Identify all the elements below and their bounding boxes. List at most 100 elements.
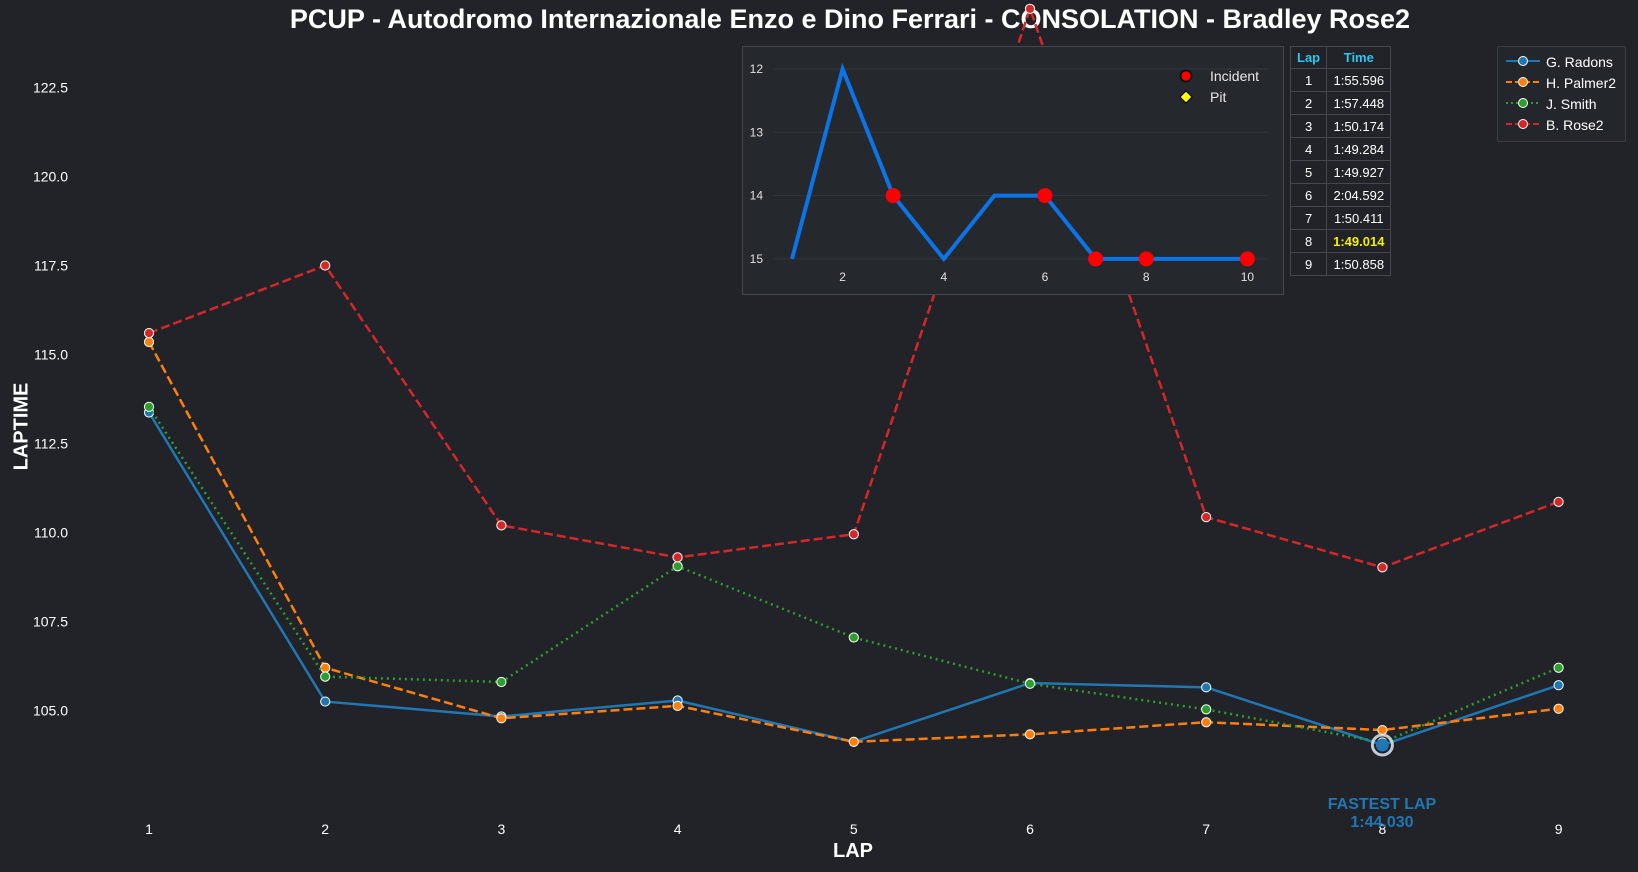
- series-legend: G. Radons H. Palmer2 J. Smith B. Rose2: [1497, 46, 1626, 142]
- legend-label-smith: J. Smith: [1546, 96, 1597, 112]
- incident-marker: [885, 188, 901, 204]
- data-point-rose: [1201, 512, 1212, 523]
- position-inset: 12 13 14 15 2 4 6 8 10: [742, 46, 1284, 295]
- inset-y-tick-label: 14: [750, 189, 764, 203]
- legend-item-palmer: H. Palmer2: [1498, 73, 1625, 93]
- legend-marker-smith: [1506, 98, 1540, 108]
- table-row: 6 2:04.592: [1289, 183, 1392, 207]
- inset-x-tick-label: 4: [940, 270, 947, 284]
- y-tick-label: 112.5: [34, 435, 68, 451]
- data-point-rose: [848, 529, 859, 540]
- y-tick-label: 117.5: [34, 257, 68, 273]
- lap-time-cell: 1:49.284: [1326, 137, 1392, 161]
- x-tick-label: 7: [1202, 821, 1210, 837]
- data-point-palmer: [1201, 717, 1212, 728]
- table-row: 4 1:49.284: [1289, 137, 1392, 161]
- position-line: [790, 62, 1248, 263]
- data-point-palmer: [848, 736, 859, 747]
- pit-label: Pit: [1210, 89, 1227, 105]
- inset-x-tick-label: 10: [1241, 270, 1255, 284]
- data-point-smith: [1201, 704, 1212, 715]
- data-point-rose: [1377, 562, 1388, 573]
- legend-marker-palmer: [1506, 77, 1540, 87]
- inset-y-tick-label: 13: [750, 125, 764, 139]
- legend-marker-rose: [1506, 119, 1540, 129]
- x-tick-label: 2: [321, 821, 329, 837]
- lap-number-cell: 6: [1289, 183, 1328, 207]
- data-point-smith: [320, 671, 331, 682]
- data-point-palmer: [143, 336, 155, 348]
- x-tick-label: 8: [1379, 821, 1387, 837]
- pit-marker-icon: [1179, 90, 1193, 104]
- lap-time-cell: 1:50.411: [1326, 206, 1392, 230]
- table-row: 3 1:50.174: [1289, 114, 1392, 138]
- lap-number-cell: 2: [1289, 91, 1328, 115]
- data-point-smith: [848, 632, 859, 643]
- incident-marker: [1239, 251, 1255, 267]
- lap-number-cell: 8: [1289, 229, 1328, 253]
- incident-marker: [1088, 251, 1104, 267]
- lap-time-cell: 1:55.596: [1326, 68, 1392, 92]
- y-tick-label: 115.0: [34, 346, 68, 362]
- lap-time-cell: 2:04.592: [1326, 183, 1392, 207]
- data-point-palmer: [1553, 703, 1564, 714]
- table-row: 8 1:49.014: [1289, 229, 1392, 253]
- lap-time-cell: 1:50.174: [1326, 114, 1392, 138]
- lap-number-cell: 4: [1289, 137, 1328, 161]
- y-tick-label: 122.5: [33, 79, 68, 95]
- table-row: 5 1:49.927: [1289, 160, 1392, 184]
- incident-label: Incident: [1210, 68, 1260, 84]
- table-header-row: Lap Time: [1289, 46, 1392, 69]
- data-point-palmer: [320, 662, 331, 673]
- position-plot: 12 13 14 15 2 4 6 8 10: [750, 62, 1268, 284]
- lap-time-cell: 1:50.858: [1326, 252, 1392, 276]
- data-point-smith: [1024, 678, 1036, 689]
- lap-table-body: 1 1:55.596 2 1:57.448 3 1:50.174 4 1:49.284 5 1:4…: [1289, 68, 1392, 276]
- legend-item-rose: B. Rose2: [1498, 115, 1625, 135]
- lap-times-table: Lap Time 1 1:55.596 2 1:57.448 3 1:50.174 4 1:4…: [1289, 46, 1392, 276]
- inset-x-tick-label: 2: [839, 270, 846, 284]
- table-row: 9 1:50.858: [1289, 252, 1392, 276]
- data-point-rose: [1553, 496, 1564, 507]
- data-point-rose: [672, 552, 683, 563]
- data-point-rose: [1024, 3, 1036, 14]
- data-point-rose: [496, 520, 507, 531]
- series-line-smith: [147, 406, 1560, 744]
- fastest-lap-dot: [1375, 738, 1389, 752]
- legend-label-palmer: H. Palmer2: [1546, 75, 1617, 91]
- lap-number-cell: 9: [1289, 252, 1328, 276]
- time-header: Time: [1326, 46, 1392, 69]
- table-row: 7 1:50.411: [1289, 206, 1392, 230]
- data-point-smith: [672, 561, 683, 572]
- lap-number-cell: 1: [1289, 68, 1328, 92]
- x-tick-label: 9: [1555, 821, 1563, 837]
- y-tick-label: 110.0: [34, 524, 68, 540]
- x-tick-label: 6: [1026, 821, 1034, 837]
- legend-label-rose: B. Rose2: [1546, 117, 1604, 133]
- fastest-lap-value: 1:44.030: [1350, 814, 1414, 831]
- x-tick-label: 5: [850, 821, 858, 837]
- y-tick-label: 107.5: [33, 613, 68, 629]
- fastest-lap-label: FASTEST LAP: [1327, 796, 1437, 813]
- legend-marker-radons: [1506, 56, 1540, 66]
- lap-time-cell: 1:49.927: [1326, 160, 1392, 184]
- fastest-lap-ring: [1370, 733, 1394, 757]
- inset-x-tick-label: 6: [1042, 270, 1049, 284]
- data-point-palmer: [672, 700, 683, 711]
- series-line-radons: [147, 411, 1560, 747]
- data-point-smith: [496, 676, 507, 688]
- x-tick-label: 4: [674, 821, 682, 837]
- data-point-radons: [1201, 682, 1212, 693]
- data-point-smith: [1553, 662, 1564, 673]
- data-point-palmer: [1024, 729, 1036, 740]
- incident-marker-icon: [1179, 69, 1193, 83]
- lap-number-cell: 7: [1289, 206, 1328, 230]
- data-point-palmer: [1377, 724, 1388, 736]
- x-tick-label: 3: [498, 821, 506, 837]
- y-tick-label: 105.0: [33, 702, 68, 718]
- inset-x-tick-label: 8: [1143, 270, 1150, 284]
- chart-title: PCUP - Autodromo Internazionale Enzo e D…: [289, 4, 1411, 34]
- x-axis-label: LAP: [833, 840, 873, 862]
